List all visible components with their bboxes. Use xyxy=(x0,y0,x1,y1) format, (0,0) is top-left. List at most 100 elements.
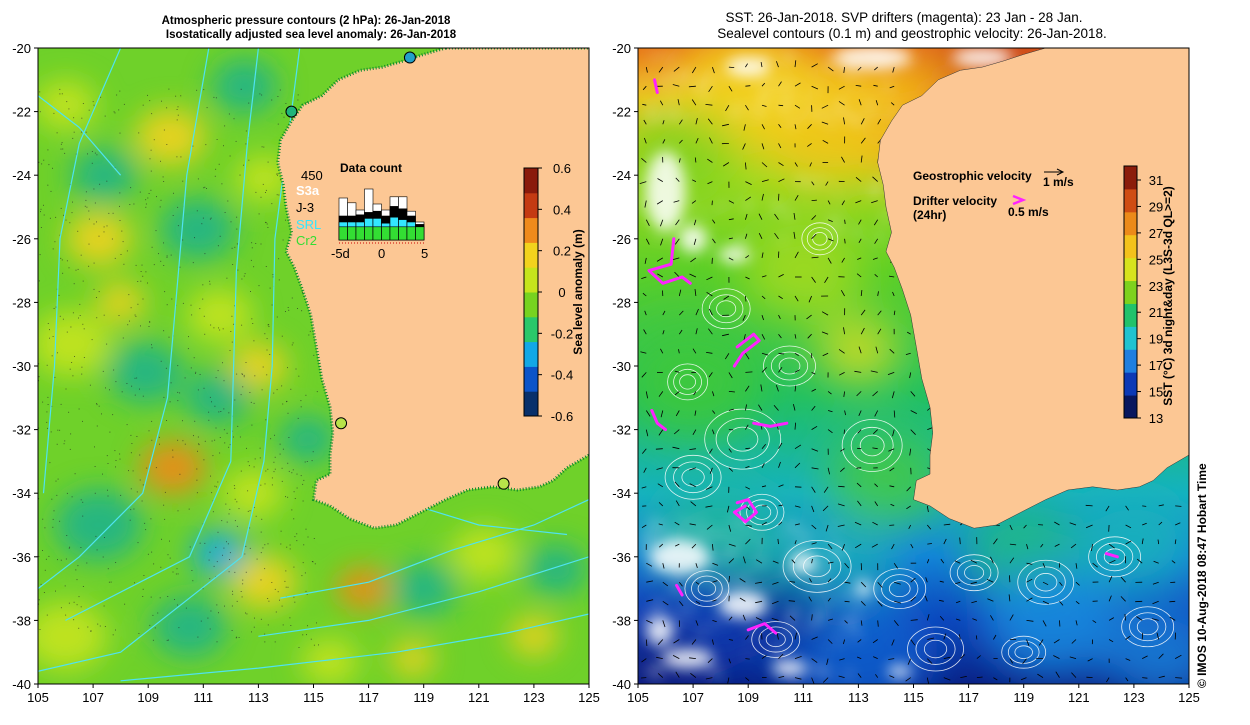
stipple-dot xyxy=(251,402,252,403)
cloud-speckle xyxy=(664,524,667,528)
stipple-dot xyxy=(211,218,212,219)
stipple-dot xyxy=(267,350,268,351)
stipple-dot xyxy=(89,110,90,111)
stipple-dot xyxy=(54,308,55,309)
stipple-dot xyxy=(235,520,236,521)
cloud-speckle xyxy=(647,117,652,121)
stipple-dot xyxy=(163,242,164,243)
stipple-dot xyxy=(302,634,303,635)
stipple-dot xyxy=(103,371,104,372)
stipple-dot xyxy=(160,161,161,162)
stipple-dot xyxy=(177,605,178,606)
stipple-dot xyxy=(87,627,88,628)
stipple-dot xyxy=(140,192,141,193)
stipple-dot xyxy=(60,316,61,317)
stipple-dot xyxy=(241,279,242,280)
stipple-dot xyxy=(282,606,283,607)
stipple-dot xyxy=(232,594,233,595)
stipple-dot xyxy=(173,215,174,216)
stipple-dot xyxy=(145,271,146,272)
stipple-dot xyxy=(69,222,70,223)
stipple-dot xyxy=(182,420,183,421)
stipple-dot xyxy=(313,451,314,452)
velocity-arrow xyxy=(729,67,734,68)
cloud-speckle xyxy=(817,178,821,181)
stipple-dot xyxy=(273,276,274,277)
stipple-dot xyxy=(119,206,120,207)
cloud-speckle xyxy=(734,520,739,524)
stipple-dot xyxy=(149,100,150,101)
stipple-dot xyxy=(95,203,96,204)
cloud-speckle xyxy=(854,187,856,190)
stipple-dot xyxy=(133,204,134,205)
stipple-dot xyxy=(61,144,62,145)
stipple-dot xyxy=(104,315,105,316)
stipple-dot xyxy=(140,325,141,326)
cloud-speckle xyxy=(790,122,794,127)
stipple-dot xyxy=(142,501,143,502)
stipple-dot xyxy=(198,443,199,444)
y-tick-label: -40 xyxy=(12,677,31,692)
stipple-dot xyxy=(226,541,227,542)
stipple-dot xyxy=(165,492,166,493)
stipple-dot xyxy=(283,449,284,450)
sat-label-cr2: Cr2 xyxy=(296,233,317,248)
cloud-speckle xyxy=(679,209,683,213)
cloud-speckle xyxy=(784,99,790,103)
cloud-speckle xyxy=(795,568,801,571)
stipple-dot xyxy=(261,619,262,620)
cloud-speckle xyxy=(735,541,740,544)
stipple-dot xyxy=(194,357,195,358)
stipple-dot xyxy=(297,474,298,475)
y-tick-label: -22 xyxy=(612,105,631,120)
stipple-dot xyxy=(108,568,109,569)
stipple-dot xyxy=(210,629,211,630)
stipple-dot xyxy=(282,481,283,482)
stipple-dot xyxy=(204,253,205,254)
stipple-dot xyxy=(191,305,192,306)
stipple-dot xyxy=(61,607,62,608)
sla-anomaly-patch xyxy=(35,80,97,130)
cloud-speckle xyxy=(746,653,749,656)
cloud-speckle xyxy=(739,581,744,583)
stipple-dot xyxy=(305,462,306,463)
x-tick-label: 121 xyxy=(468,690,490,705)
sla-anomaly-patch xyxy=(152,596,227,657)
data-count-max: 450 xyxy=(301,168,323,183)
stipple-dot xyxy=(97,549,98,550)
stipple-dot xyxy=(182,181,183,182)
stipple-dot xyxy=(223,328,224,329)
stipple-dot xyxy=(166,107,167,108)
stipple-dot xyxy=(94,105,95,106)
stipple-dot xyxy=(54,241,55,242)
cloud-speckle xyxy=(648,110,654,112)
stipple-dot xyxy=(294,602,295,603)
stipple-dot xyxy=(99,184,100,185)
stipple-dot xyxy=(99,406,100,407)
stipple-dot xyxy=(285,311,286,312)
stipple-dot xyxy=(245,613,246,614)
stipple-dot xyxy=(88,211,89,212)
stipple-dot xyxy=(59,89,60,90)
stipple-dot xyxy=(232,264,233,265)
stipple-dot xyxy=(196,90,197,91)
stipple-dot xyxy=(261,532,262,533)
y-tick-label: -36 xyxy=(12,550,31,565)
sat-label-j3: J-3 xyxy=(296,200,314,215)
stipple-dot xyxy=(267,469,268,470)
stipple-dot xyxy=(145,529,146,530)
stipple-dot xyxy=(107,225,108,226)
cloud-patch xyxy=(718,247,750,263)
stipple-dot xyxy=(197,492,198,493)
sst-colorbar-segment xyxy=(1124,189,1137,212)
stipple-dot xyxy=(155,627,156,628)
stipple-dot xyxy=(297,488,298,489)
stipple-dot xyxy=(179,474,180,475)
stipple-dot xyxy=(299,647,300,648)
stipple-dot xyxy=(246,131,247,132)
stipple-dot xyxy=(76,270,77,271)
stipple-dot xyxy=(119,454,120,455)
stipple-dot xyxy=(282,336,283,337)
velocity-arrow xyxy=(844,430,845,434)
stipple-dot xyxy=(78,318,79,319)
